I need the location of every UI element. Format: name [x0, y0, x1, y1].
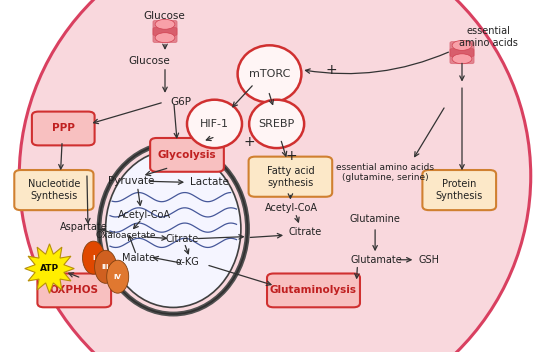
Ellipse shape	[106, 150, 241, 307]
FancyBboxPatch shape	[450, 49, 474, 64]
Ellipse shape	[452, 40, 472, 50]
Ellipse shape	[249, 100, 304, 148]
Ellipse shape	[82, 241, 104, 274]
Text: α-KG: α-KG	[175, 257, 199, 267]
FancyBboxPatch shape	[150, 138, 224, 172]
Ellipse shape	[452, 54, 472, 64]
Text: ATP: ATP	[40, 264, 59, 273]
Ellipse shape	[238, 45, 301, 102]
Text: +: +	[326, 63, 338, 77]
Text: Citrate: Citrate	[289, 227, 322, 237]
Text: HIF-1: HIF-1	[200, 119, 229, 129]
Text: Glutamate: Glutamate	[351, 256, 403, 265]
Text: Nucleotide
Synthesis: Nucleotide Synthesis	[28, 179, 80, 201]
Text: Acetyl-CoA: Acetyl-CoA	[265, 203, 318, 213]
FancyBboxPatch shape	[37, 274, 111, 307]
Text: Glucose: Glucose	[143, 11, 185, 21]
Text: Aspartate: Aspartate	[60, 222, 107, 232]
Text: essential
amino acids: essential amino acids	[459, 26, 518, 48]
Text: GSH: GSH	[419, 256, 439, 265]
FancyBboxPatch shape	[153, 27, 177, 43]
Text: PPP: PPP	[52, 124, 75, 133]
Text: Glutaminolysis: Glutaminolysis	[270, 285, 357, 295]
Ellipse shape	[19, 0, 531, 352]
Text: Malate: Malate	[122, 253, 155, 263]
Text: Glucose: Glucose	[129, 56, 170, 65]
Text: Citrate: Citrate	[166, 234, 199, 244]
Text: +: +	[285, 149, 298, 163]
Text: Fatty acid
synthesis: Fatty acid synthesis	[267, 166, 314, 188]
Polygon shape	[25, 244, 74, 293]
Text: Acetyl-CoA: Acetyl-CoA	[118, 210, 171, 220]
Text: Glutamine: Glutamine	[350, 214, 400, 224]
Text: III: III	[102, 264, 109, 270]
Ellipse shape	[155, 19, 175, 29]
Text: Protein
Synthesis: Protein Synthesis	[436, 179, 483, 201]
Ellipse shape	[187, 100, 242, 148]
Ellipse shape	[155, 33, 175, 43]
Text: essential amino acids
(glutamine, serine): essential amino acids (glutamine, serine…	[336, 163, 434, 182]
Text: OXPHOS: OXPHOS	[50, 285, 99, 295]
FancyBboxPatch shape	[153, 20, 177, 36]
Text: G6P: G6P	[170, 97, 191, 107]
Text: I: I	[92, 254, 95, 261]
Ellipse shape	[107, 260, 129, 293]
Text: IV: IV	[114, 274, 122, 280]
Text: Glycolysis: Glycolysis	[158, 150, 216, 160]
Text: +: +	[243, 134, 255, 149]
Ellipse shape	[95, 250, 117, 283]
Text: Pyruvate: Pyruvate	[108, 176, 154, 186]
FancyBboxPatch shape	[249, 157, 332, 197]
FancyBboxPatch shape	[267, 274, 360, 307]
Text: Lactate: Lactate	[190, 177, 228, 187]
Text: mTORC: mTORC	[249, 69, 290, 79]
Text: Oxaloacetate: Oxaloacetate	[95, 231, 156, 240]
FancyBboxPatch shape	[32, 112, 95, 145]
Text: SREBP: SREBP	[258, 119, 295, 129]
FancyBboxPatch shape	[14, 170, 94, 210]
FancyBboxPatch shape	[422, 170, 496, 210]
FancyBboxPatch shape	[450, 42, 474, 57]
